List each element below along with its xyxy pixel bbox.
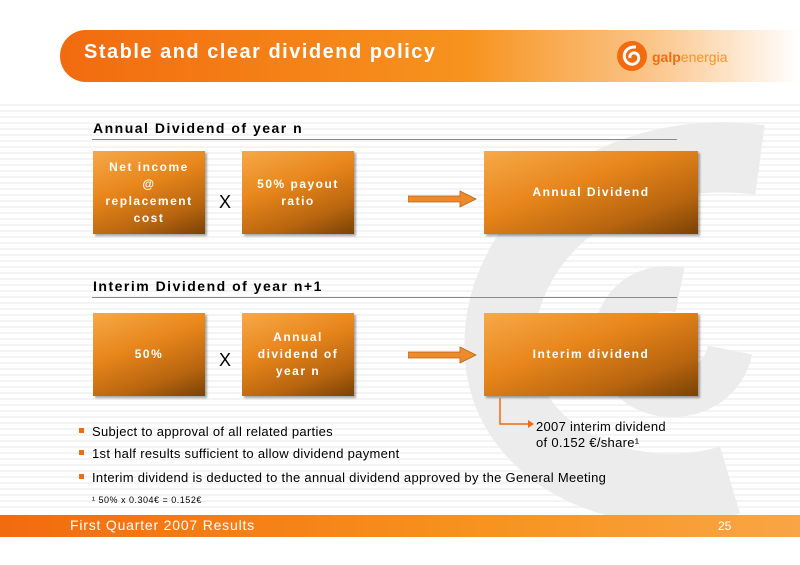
arrow-right-icon <box>408 190 477 208</box>
annual-dividend-label: Annual Dividend <box>532 185 650 199</box>
annual-div-line: Annual <box>273 330 323 344</box>
net-income-box: Net income @ replacement cost <box>93 151 205 234</box>
net-income-line: cost <box>133 210 165 225</box>
footer-title: First Quarter 2007 Results <box>70 517 255 533</box>
connector-arrow-icon <box>499 398 534 428</box>
interim-heading: Interim Dividend of year n+1 <box>93 278 323 294</box>
galp-logo-icon <box>617 41 647 71</box>
note-line: of 0.152 €/share¹ <box>536 435 640 450</box>
payout-line: 50% payout <box>257 176 339 191</box>
arrow-right-icon <box>408 346 477 364</box>
net-income-line: Net income <box>109 159 189 174</box>
page-number: 25 <box>718 519 732 533</box>
bullet-item: Subject to approval of all related parti… <box>79 424 333 439</box>
annual-dividend-of-year-box: Annual dividend of year n <box>242 313 354 396</box>
brand-thin: energia <box>680 49 728 65</box>
interim-divider <box>92 297 677 298</box>
annual-dividend-box: Annual Dividend <box>484 151 698 234</box>
fifty-percent-label: 50% <box>134 347 164 361</box>
annual-div-line: year n <box>275 364 321 378</box>
net-income-line: @ <box>142 176 156 191</box>
annual-div-line: dividend of <box>257 347 339 361</box>
interim-dividend-note: 2007 interim dividend of 0.152 €/share¹ <box>536 419 666 451</box>
payout-line: ratio <box>281 193 315 208</box>
annual-divider <box>92 139 677 140</box>
interim-dividend-label: Interim dividend <box>532 347 650 361</box>
note-line: 2007 interim dividend <box>536 419 666 434</box>
multiply-sign: X <box>219 350 232 370</box>
multiply-sign: X <box>219 192 232 212</box>
net-income-line: replacement <box>105 193 193 208</box>
footnote: ¹ 50% x 0.304€ = 0.152€ <box>92 495 202 505</box>
payout-ratio-box: 50% payout ratio <box>242 151 354 234</box>
bullet-item: Interim dividend is deducted to the annu… <box>78 470 607 485</box>
fifty-percent-box: 50% <box>93 313 205 396</box>
bullet-item: 1st half results sufficient to allow div… <box>79 446 400 461</box>
page-title: Stable and clear dividend policy <box>84 41 437 63</box>
footer-bar <box>0 515 800 537</box>
title-bar <box>60 30 800 82</box>
interim-dividend-box: Interim dividend <box>484 313 698 396</box>
annual-heading: Annual Dividend of year n <box>93 120 304 136</box>
brand-name: galpenergia <box>652 49 727 65</box>
brand-bold: galp <box>652 49 681 65</box>
